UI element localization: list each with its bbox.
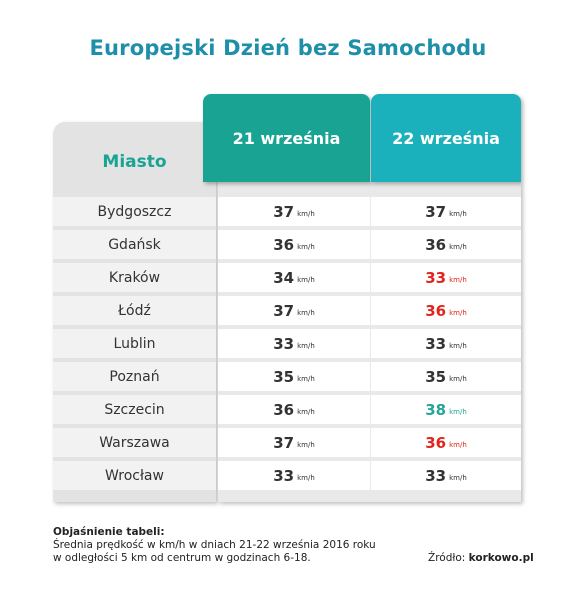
city-name: Kraków bbox=[53, 263, 216, 292]
speed-22-value: 36 bbox=[425, 433, 447, 452]
speed-22-value: 33 bbox=[425, 466, 447, 485]
speed-22-value: 33 bbox=[425, 334, 447, 353]
table-row: Łódź 37 km/h 36 km/h bbox=[53, 294, 521, 327]
speed-21-value: 37 bbox=[273, 202, 295, 221]
city-name: Warszawa bbox=[53, 428, 216, 457]
explanation-heading: Objaśnienie tabeli: bbox=[53, 526, 165, 538]
table-row: Poznań 35 km/h 35 km/h bbox=[53, 360, 521, 393]
city-name: Łódź bbox=[53, 296, 216, 325]
speed-21-unit: km/h bbox=[297, 210, 315, 218]
speed-21: 37 km/h bbox=[218, 428, 370, 457]
speed-21-value: 37 bbox=[273, 433, 295, 452]
speed-22-value: 37 bbox=[425, 202, 447, 221]
speed-table: 21 września 22 września Miasto Bydgoszcz… bbox=[53, 94, 526, 506]
table-row: Lublin 33 km/h 33 km/h bbox=[53, 327, 521, 360]
city-name: Gdańsk bbox=[53, 230, 216, 259]
speed-21-value: 35 bbox=[273, 367, 295, 386]
table-row: Gdańsk 36 km/h 36 km/h bbox=[53, 228, 521, 261]
city-name: Lublin bbox=[53, 329, 216, 358]
speed-21: 33 km/h bbox=[218, 329, 370, 358]
speed-22-unit: km/h bbox=[449, 408, 467, 416]
speed-21: 37 km/h bbox=[218, 197, 370, 226]
column-header-21: 21 września bbox=[203, 94, 370, 182]
explanation-line-1: Średnia prędkość w km/h w dniach 21-22 w… bbox=[53, 539, 376, 551]
speed-21-value: 33 bbox=[273, 334, 295, 353]
speed-21-unit: km/h bbox=[297, 309, 315, 317]
table-explanation: Objaśnienie tabeli: Średnia prędkość w k… bbox=[53, 526, 376, 565]
source-value: korkowo.pl bbox=[468, 552, 534, 564]
speed-22-value: 35 bbox=[425, 367, 447, 386]
speed-22: 36 km/h bbox=[371, 230, 521, 259]
speed-21: 36 km/h bbox=[218, 230, 370, 259]
speed-22-value: 33 bbox=[425, 268, 447, 287]
speed-21-value: 33 bbox=[273, 466, 295, 485]
city-name: Wrocław bbox=[53, 461, 216, 490]
speed-22: 33 km/h bbox=[371, 263, 521, 292]
table-row: Bydgoszcz 37 km/h 37 km/h bbox=[53, 195, 521, 228]
speed-22-unit: km/h bbox=[449, 243, 467, 251]
page-title: Europejski Dzień bez Samochodu bbox=[89, 36, 487, 60]
speed-22-unit: km/h bbox=[449, 375, 467, 383]
speed-22-unit: km/h bbox=[449, 441, 467, 449]
table-row: Wrocław 33 km/h 33 km/h bbox=[53, 459, 521, 492]
speed-21: 34 km/h bbox=[218, 263, 370, 292]
column-header-city: Miasto bbox=[102, 152, 167, 172]
table-row: Szczecin 36 km/h 38 km/h bbox=[53, 393, 521, 426]
source: Źródło: korkowo.pl bbox=[428, 552, 534, 564]
speed-21: 35 km/h bbox=[218, 362, 370, 391]
speed-22: 35 km/h bbox=[371, 362, 521, 391]
city-name: Poznań bbox=[53, 362, 216, 391]
speed-22: 36 km/h bbox=[371, 428, 521, 457]
speed-21-unit: km/h bbox=[297, 276, 315, 284]
city-name: Szczecin bbox=[53, 395, 216, 424]
speed-21-unit: km/h bbox=[297, 474, 315, 482]
speed-22: 33 km/h bbox=[371, 329, 521, 358]
speed-21-unit: km/h bbox=[297, 375, 315, 383]
speed-22-unit: km/h bbox=[449, 210, 467, 218]
speed-21-unit: km/h bbox=[297, 243, 315, 251]
speed-22-value: 38 bbox=[425, 400, 447, 419]
speed-21-value: 36 bbox=[273, 235, 295, 254]
speed-22-unit: km/h bbox=[449, 309, 467, 317]
column-header-22: 22 września bbox=[371, 94, 521, 182]
speed-22-value: 36 bbox=[425, 235, 447, 254]
table-row: Kraków 34 km/h 33 km/h bbox=[53, 261, 521, 294]
speed-21-unit: km/h bbox=[297, 408, 315, 416]
source-label: Źródło: bbox=[428, 552, 466, 564]
speed-21: 37 km/h bbox=[218, 296, 370, 325]
speed-21-unit: km/h bbox=[297, 342, 315, 350]
speed-21-unit: km/h bbox=[297, 441, 315, 449]
speed-22-value: 36 bbox=[425, 301, 447, 320]
table-row: Warszawa 37 km/h 36 km/h bbox=[53, 426, 521, 459]
speed-21-value: 36 bbox=[273, 400, 295, 419]
speed-22-unit: km/h bbox=[449, 276, 467, 284]
speed-22: 36 km/h bbox=[371, 296, 521, 325]
speed-21-value: 37 bbox=[273, 301, 295, 320]
speed-21: 33 km/h bbox=[218, 461, 370, 490]
explanation-line-2: w odległości 5 km od centrum w godzinach… bbox=[53, 552, 311, 564]
speed-22: 37 km/h bbox=[371, 197, 521, 226]
speed-22-unit: km/h bbox=[449, 342, 467, 350]
speed-22: 33 km/h bbox=[371, 461, 521, 490]
speed-22: 38 km/h bbox=[371, 395, 521, 424]
city-name: Bydgoszcz bbox=[53, 197, 216, 226]
speed-21: 36 km/h bbox=[218, 395, 370, 424]
speed-22-unit: km/h bbox=[449, 474, 467, 482]
speed-21-value: 34 bbox=[273, 268, 295, 287]
